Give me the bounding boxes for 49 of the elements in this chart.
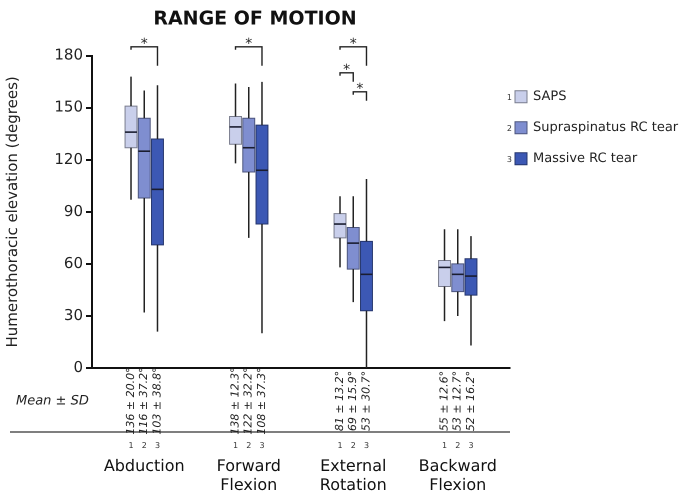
text: 1 [442,441,448,450]
text: 2 [455,441,460,450]
annotation: 136 ± 20.0° [124,367,137,435]
y-tick-label: 150 [54,98,83,116]
text: * [140,36,148,52]
annotation: 122 ± 32.2° [242,367,255,435]
annotation: 1 [506,92,512,102]
annotation: 138 ± 12.3° [228,367,242,435]
annotation: 3 [506,154,512,164]
annotation: 2 [506,124,512,133]
x-tick-label: Backward Flexion [418,456,497,494]
y-tick-label: 60 [64,254,83,272]
text: 2 [350,441,356,450]
text: 53 ± 12.7° [450,370,464,432]
text: 3 [259,441,265,450]
annotation: 108 ± 37.3° [254,367,268,435]
text: 3 [468,441,474,450]
text: 52 ± 16.2° [464,370,477,432]
y-axis-title: Humerothoracic elevation (degrees) [2,76,21,348]
text: 53 ± 30.7° [359,370,372,432]
y-tick-label: 120 [54,150,83,168]
text: 1 [232,441,238,450]
text: Mean ± SD [16,393,89,408]
text: 1 [128,441,134,450]
y-tick-label: 180 [54,46,83,64]
annotation: * [356,80,364,97]
legend-label: Supraspinatus RC tear [533,120,679,136]
legend-label: SAPS [533,89,566,104]
text: 2 [142,441,147,450]
text: 69 ± 15.9° [346,370,360,432]
y-tick-label: 30 [64,306,83,324]
x-tick-label: Forward Flexion [216,456,281,494]
text: 81 ± 13.2° [332,370,346,432]
x-tick-label: Abduction [104,456,185,475]
y-tick-label: 0 [73,358,83,376]
y-tick-label: 90 [64,202,83,220]
annotation: 103 ± 38.8° [150,367,164,435]
text: 3 [154,441,160,450]
text: 1 [337,441,343,450]
text: 3 [364,441,370,450]
text: 55 ± 12.6° [437,370,450,432]
chart-title: RANGE OF MOTION [153,7,357,30]
text: * [245,36,252,52]
x-tick-label: External Rotation [320,456,387,494]
annotation: 116 ± 37.2° [137,367,150,435]
text: * [350,36,357,52]
annotation: * [343,62,350,78]
text: 2 [246,441,252,450]
legend-label: Massive RC tear [533,151,638,166]
